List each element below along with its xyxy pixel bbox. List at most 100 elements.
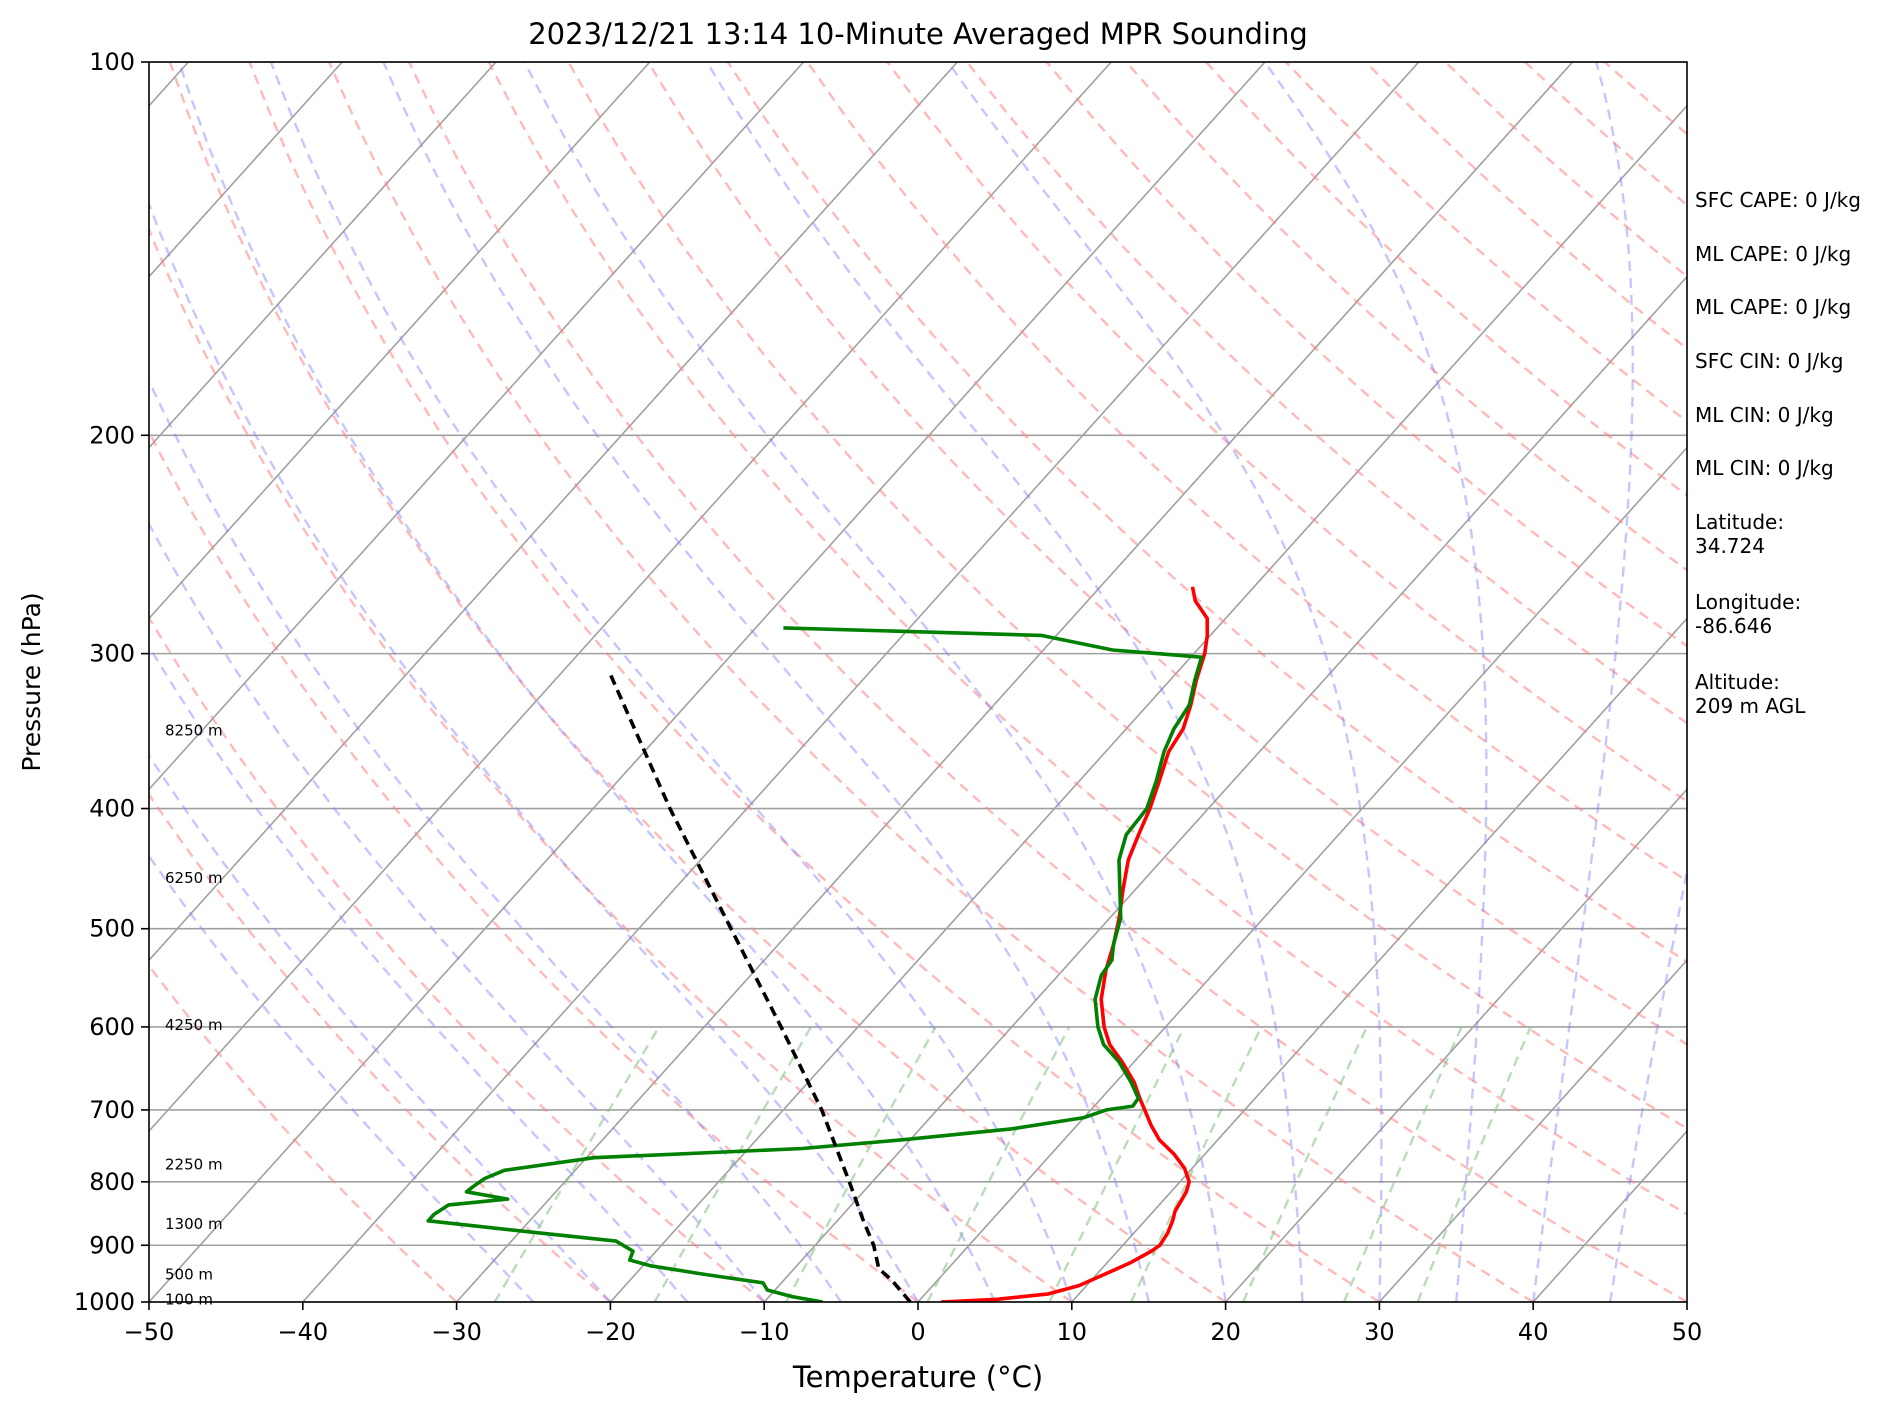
dry-adiabat-line: [567, 62, 1687, 1130]
x-tick-label: 40: [1518, 1318, 1549, 1346]
mixing-ratio-line: [1342, 1026, 1463, 1302]
x-tick-label: 20: [1210, 1318, 1241, 1346]
y-tick-label: 800: [89, 1168, 135, 1196]
moist-adiabat-line: [382, 62, 1150, 1302]
dry-adiabat-line: [726, 62, 1687, 964]
moist-adiabat-line: [946, 62, 1383, 1302]
isotherm-line: [149, 62, 1112, 1133]
dry-adiabat-line: [806, 62, 1687, 883]
mixing-ratio-line: [1130, 1026, 1263, 1302]
y-tick-label: 900: [89, 1231, 135, 1259]
y-tick-label: 100: [89, 48, 135, 76]
altitude-text: Altitude: 209 m AGL: [1695, 670, 1806, 718]
mixing-ratio-line: [1416, 1026, 1532, 1302]
series-layer: [426, 586, 1210, 1302]
mixing-ratio-line: [653, 1026, 813, 1302]
x-tick-label: −50: [124, 1318, 175, 1346]
moist-adiabat-line: [1263, 62, 1488, 1302]
dry-adiabat-line: [407, 62, 1687, 1302]
moist-adiabat-line: [149, 753, 612, 1302]
mixing-ratio-line: [784, 1026, 937, 1302]
y-tick-label: 300: [89, 640, 135, 668]
height-label: 8250 m: [165, 721, 223, 739]
moist-adiabat-line: [149, 378, 843, 1302]
x-tick-label: 30: [1364, 1318, 1395, 1346]
dewpoint-line: [426, 626, 1204, 1302]
isotherm-line: [149, 62, 343, 278]
isotherm-line: [1378, 959, 1687, 1302]
isotherm-line: [456, 62, 1574, 1302]
isotherm-line: [609, 104, 1687, 1302]
height-label: 1300 m: [165, 1215, 223, 1233]
ml-cin-text-2: ML CIN: 0 J/kg: [1695, 456, 1834, 480]
height-label: 100 m: [165, 1290, 213, 1308]
isotherm-line: [763, 275, 1687, 1302]
moist-adiabat-line: [523, 62, 1227, 1302]
x-tick-label: 10: [1057, 1318, 1088, 1346]
background-lines: [149, 62, 1687, 1302]
dry-adiabat-line: [248, 62, 1381, 1302]
sfc-cape-text: SFC CAPE: 0 J/kg: [1695, 188, 1861, 212]
ml-cape-text: ML CAPE: 0 J/kg: [1695, 242, 1852, 266]
isotherm-line: [149, 62, 958, 962]
latitude-text: Latitude: 34.724: [1695, 510, 1785, 558]
plot-frame: [148, 61, 1688, 1303]
isotherm-line: [149, 62, 805, 791]
height-label: 4250 m: [165, 1016, 223, 1034]
height-label: 2250 m: [165, 1156, 223, 1174]
y-tick-label: 400: [89, 795, 135, 823]
sfc-cin-text: SFC CIN: 0 J/kg: [1695, 349, 1844, 373]
x-tick-label: 50: [1672, 1318, 1703, 1346]
isotherm-line: [1225, 788, 1687, 1302]
x-tick-label: −30: [431, 1318, 482, 1346]
isotherm-line: [149, 62, 651, 620]
height-label: 500 m: [165, 1265, 213, 1283]
dry-adiabat-line: [149, 615, 765, 1302]
dry-adiabat-line: [168, 62, 1227, 1302]
chart-title: 2023/12/21 13:14 10-Minute Averaged MPR …: [528, 17, 1308, 51]
y-tick-label: 700: [89, 1096, 135, 1124]
x-tick-label: −10: [739, 1318, 790, 1346]
temperature-line: [941, 586, 1210, 1302]
moist-adiabat-line: [1608, 864, 1687, 1302]
x-axis-label: Temperature (°C): [792, 1360, 1043, 1394]
y-axis-label: Pressure (hPa): [17, 592, 46, 771]
parcel-line: [607, 670, 912, 1302]
mixing-ratio-line: [1048, 1026, 1186, 1302]
y-tick-label: 1000: [74, 1288, 135, 1316]
moist-adiabat-line: [269, 62, 1073, 1302]
dry-adiabat-line: [886, 62, 1687, 803]
y-axis: 1000 900 800 700 600 500 400 300 200 100: [74, 48, 149, 1316]
isotherm-line: [149, 62, 497, 449]
moist-adiabat-line: [177, 62, 996, 1302]
mixing-ratio-line: [493, 1026, 661, 1302]
dry-adiabat-line: [149, 964, 458, 1302]
isotherm-line: [149, 62, 1266, 1302]
mixing-ratio-line: [1242, 1026, 1368, 1302]
height-label: 6250 m: [165, 869, 223, 887]
dry-adiabat-line: [149, 226, 1073, 1302]
y-tick-label: 500: [89, 915, 135, 943]
x-axis: −50 −40 −30 −20 −10 0 10 20 30 40 50: [124, 1302, 1703, 1346]
dry-adiabat-line: [647, 62, 1687, 1046]
x-tick-label: −20: [585, 1318, 636, 1346]
longitude-text: Longitude: -86.646: [1695, 590, 1802, 638]
moist-adiabat-line: [705, 62, 1304, 1302]
ml-cin-text: ML CIN: 0 J/kg: [1695, 403, 1834, 427]
ml-cape-text-2: ML CAPE: 0 J/kg: [1695, 295, 1852, 319]
dry-adiabat-line: [149, 428, 919, 1302]
isotherm-line: [917, 446, 1687, 1302]
height-labels: 100 m 500 m 1300 m 2250 m 4250 m 6250 m 8250 m: [165, 721, 223, 1308]
mixing-ratio-line: [926, 1026, 1071, 1302]
y-tick-label: 600: [89, 1013, 135, 1041]
moist-adiabat-line: [1532, 62, 1635, 1302]
moist-adiabat-line: [149, 521, 766, 1302]
isotherm-line: [302, 62, 1420, 1302]
x-tick-label: −40: [277, 1318, 328, 1346]
dry-adiabat-line: [328, 62, 1534, 1302]
moist-adiabat-line: [149, 854, 535, 1302]
y-tick-label: 200: [89, 421, 135, 449]
dry-adiabat-line: [1045, 62, 1687, 648]
x-tick-label: 0: [910, 1318, 925, 1346]
